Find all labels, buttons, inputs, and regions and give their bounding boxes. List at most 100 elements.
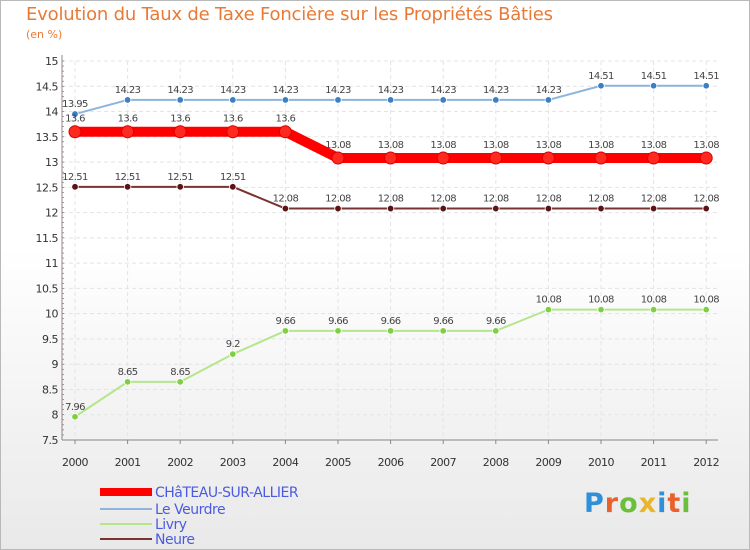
data-point — [123, 96, 132, 104]
data-point — [439, 204, 447, 213]
legend-label: Neure — [155, 532, 195, 548]
data-label: 9.66 — [433, 316, 453, 327]
data-point — [597, 82, 605, 90]
data-label: 12.08 — [693, 194, 719, 205]
data-point — [439, 327, 447, 335]
unit-label: (en %) — [26, 28, 63, 41]
data-point — [176, 378, 184, 386]
data-point — [597, 305, 605, 314]
data-point — [699, 151, 713, 165]
data-label: 14.51 — [588, 71, 614, 82]
x-tick-label: 2006 — [378, 456, 404, 469]
data-label: 10.08 — [641, 295, 667, 306]
data-point — [71, 183, 79, 191]
logo-letter: t — [667, 488, 682, 519]
data-point — [123, 183, 132, 191]
data-label: 13.08 — [378, 140, 404, 151]
data-label: 13.6 — [223, 114, 243, 125]
data-point — [544, 305, 553, 314]
y-tick-label: 14.5 — [36, 80, 59, 93]
data-label: 13.08 — [430, 140, 456, 151]
data-label: 13.08 — [588, 140, 614, 151]
data-label: 12.08 — [536, 194, 562, 205]
y-tick-label: 7.5 — [42, 434, 58, 447]
y-tick-label: 12.5 — [36, 181, 59, 194]
data-point — [229, 350, 237, 358]
legend-label: Le Veurdre — [155, 502, 225, 518]
x-tick-label: 2001 — [115, 456, 141, 469]
x-tick-label: 2003 — [220, 456, 246, 469]
data-label: 14.23 — [220, 85, 246, 96]
data-label: 12.08 — [430, 194, 456, 205]
data-point — [278, 125, 292, 139]
legend-label: CHâTEAU-SUR-ALLIER — [155, 485, 299, 501]
logo-letter: i — [657, 488, 668, 519]
data-label: 14.51 — [641, 71, 667, 82]
x-tick-label: 2010 — [588, 456, 614, 469]
data-label: 12.51 — [62, 172, 88, 183]
grid — [62, 60, 718, 441]
data-label: 13.6 — [118, 114, 138, 125]
data-label: 14.23 — [430, 85, 456, 96]
data-label: 10.08 — [536, 295, 562, 306]
logo-letter: o — [619, 488, 639, 519]
data-point — [226, 125, 240, 139]
data-point — [702, 82, 710, 90]
data-label: 12.08 — [641, 194, 667, 205]
data-label: 9.66 — [486, 316, 506, 327]
y-tick-label: 15 — [45, 55, 58, 68]
data-point — [334, 327, 342, 335]
data-point — [334, 96, 342, 104]
data-point — [544, 204, 553, 213]
data-label: 13.08 — [325, 140, 351, 151]
y-tick-label: 11 — [45, 257, 58, 270]
data-point — [173, 125, 187, 139]
data-label: 9.66 — [381, 316, 401, 327]
data-label: 10.08 — [588, 295, 614, 306]
data-point — [176, 183, 184, 191]
data-point — [386, 327, 395, 335]
data-label: 14.23 — [378, 85, 404, 96]
data-point — [489, 151, 503, 165]
data-label: 13.08 — [483, 140, 509, 151]
data-point — [71, 413, 79, 421]
data-label: 9.66 — [275, 316, 295, 327]
data-label: 13.08 — [536, 140, 562, 151]
data-label: 14.23 — [325, 85, 351, 96]
data-point — [436, 151, 450, 165]
data-point — [544, 96, 553, 104]
data-point — [281, 96, 290, 104]
data-label: 14.23 — [273, 85, 299, 96]
data-point — [649, 204, 658, 213]
data-label: 10.08 — [693, 295, 719, 306]
data-label: 13.6 — [275, 114, 295, 125]
data-point — [384, 151, 398, 165]
data-label: 8.65 — [170, 367, 190, 378]
data-label: 13.08 — [641, 140, 667, 151]
data-point — [702, 204, 710, 213]
data-point — [121, 125, 135, 139]
data-label: 13.6 — [170, 114, 190, 125]
data-point — [281, 327, 290, 335]
data-point — [123, 378, 132, 386]
x-tick-label: 2002 — [167, 456, 193, 469]
data-label: 12.51 — [167, 172, 193, 183]
data-label: 13.95 — [62, 99, 88, 110]
data-label: 7.96 — [65, 402, 85, 413]
data-label: 14.23 — [536, 85, 562, 96]
x-tick-label: 2004 — [272, 456, 298, 469]
x-tick-label: 2000 — [62, 456, 88, 469]
y-tick-label: 13.5 — [36, 131, 59, 144]
x-tick-label: 2009 — [535, 456, 561, 469]
data-point — [649, 305, 658, 314]
data-point — [331, 151, 345, 165]
series-group: 7.96 8.65 8.65 9.2 9.66 9.66 9.66 9.66 9.66 10.08… — [62, 71, 720, 421]
data-point — [334, 204, 342, 213]
data-label: 13.6 — [65, 114, 85, 125]
data-label: 12.08 — [273, 194, 299, 205]
y-tick-label: 10.5 — [36, 282, 59, 295]
logo-letter: r — [604, 488, 620, 519]
data-point — [492, 96, 500, 104]
